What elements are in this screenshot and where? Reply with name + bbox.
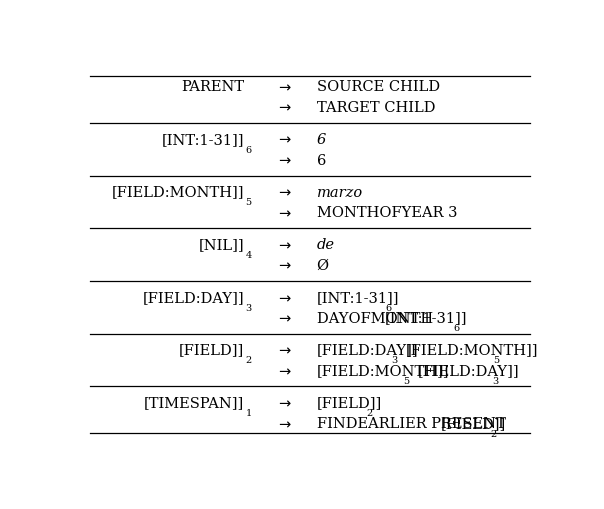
Text: 6: 6 [454,324,460,333]
Text: [FIELD:MONTH]]: [FIELD:MONTH]] [406,343,538,357]
Text: 3: 3 [493,376,499,385]
Text: $\rightarrow$: $\rightarrow$ [275,343,292,357]
Text: [FIELD]]: [FIELD]] [316,395,382,409]
Text: [FIELD:DAY]]: [FIELD:DAY]] [418,363,519,378]
Text: $\rightarrow$: $\rightarrow$ [275,259,292,272]
Text: [INT:1-31]]: [INT:1-31]] [385,311,467,325]
Text: [FIELD:MONTH]]: [FIELD:MONTH]] [316,363,449,378]
Text: 1: 1 [245,408,252,417]
Text: 6: 6 [316,133,326,147]
Text: [TIMESPAN]]: [TIMESPAN]] [144,395,244,409]
Text: SOURCE CHILD: SOURCE CHILD [316,80,440,94]
Text: 2: 2 [490,429,497,438]
Text: 3: 3 [245,303,252,312]
Text: [FIELD:MONTH]]: [FIELD:MONTH]] [112,185,244,199]
Text: [INT:1-31]]: [INT:1-31]] [316,290,399,304]
Text: $\rightarrow$: $\rightarrow$ [275,153,292,167]
Text: 5: 5 [245,198,251,207]
Text: $\rightarrow$: $\rightarrow$ [275,290,292,304]
Text: $\rightarrow$: $\rightarrow$ [275,363,292,378]
Text: $\rightarrow$: $\rightarrow$ [275,101,292,115]
Text: marzo: marzo [316,185,362,199]
Text: [NIL]]: [NIL]] [198,238,244,252]
Text: [FIELD]]: [FIELD]] [179,343,244,357]
Text: $\rightarrow$: $\rightarrow$ [275,133,292,147]
Text: $\rightarrow$: $\rightarrow$ [275,80,292,94]
Text: 3: 3 [391,356,397,364]
Text: $\rightarrow$: $\rightarrow$ [275,238,292,252]
Text: [FIELD:DAY]]: [FIELD:DAY]] [143,290,244,304]
Text: [FIELD]]: [FIELD]] [441,416,506,430]
Text: de: de [316,238,335,252]
Text: 6: 6 [316,153,326,167]
Text: $\rightarrow$: $\rightarrow$ [275,311,292,325]
Text: 2: 2 [366,408,373,417]
Text: FINDEARLIER PRESENT: FINDEARLIER PRESENT [316,416,510,430]
Text: [FIELD:DAY]]: [FIELD:DAY]] [316,343,418,357]
Text: 4: 4 [245,250,252,260]
Text: $\rightarrow$: $\rightarrow$ [275,416,292,430]
Text: 6: 6 [385,303,391,312]
Text: $\rightarrow$: $\rightarrow$ [275,395,292,409]
Text: 2: 2 [245,356,252,364]
Text: [INT:1-31]]: [INT:1-31]] [161,133,244,147]
Text: $\rightarrow$: $\rightarrow$ [275,185,292,199]
Text: PARENT: PARENT [181,80,244,94]
Text: DAYOFMONTH: DAYOFMONTH [316,311,437,325]
Text: Ø: Ø [316,259,329,272]
Text: 6: 6 [245,146,251,154]
Text: $\rightarrow$: $\rightarrow$ [275,206,292,220]
Text: TARGET CHILD: TARGET CHILD [316,101,435,115]
Text: MONTHOFYEAR 3: MONTHOFYEAR 3 [316,206,457,220]
Text: 5: 5 [493,356,499,364]
Text: 5: 5 [403,376,410,385]
